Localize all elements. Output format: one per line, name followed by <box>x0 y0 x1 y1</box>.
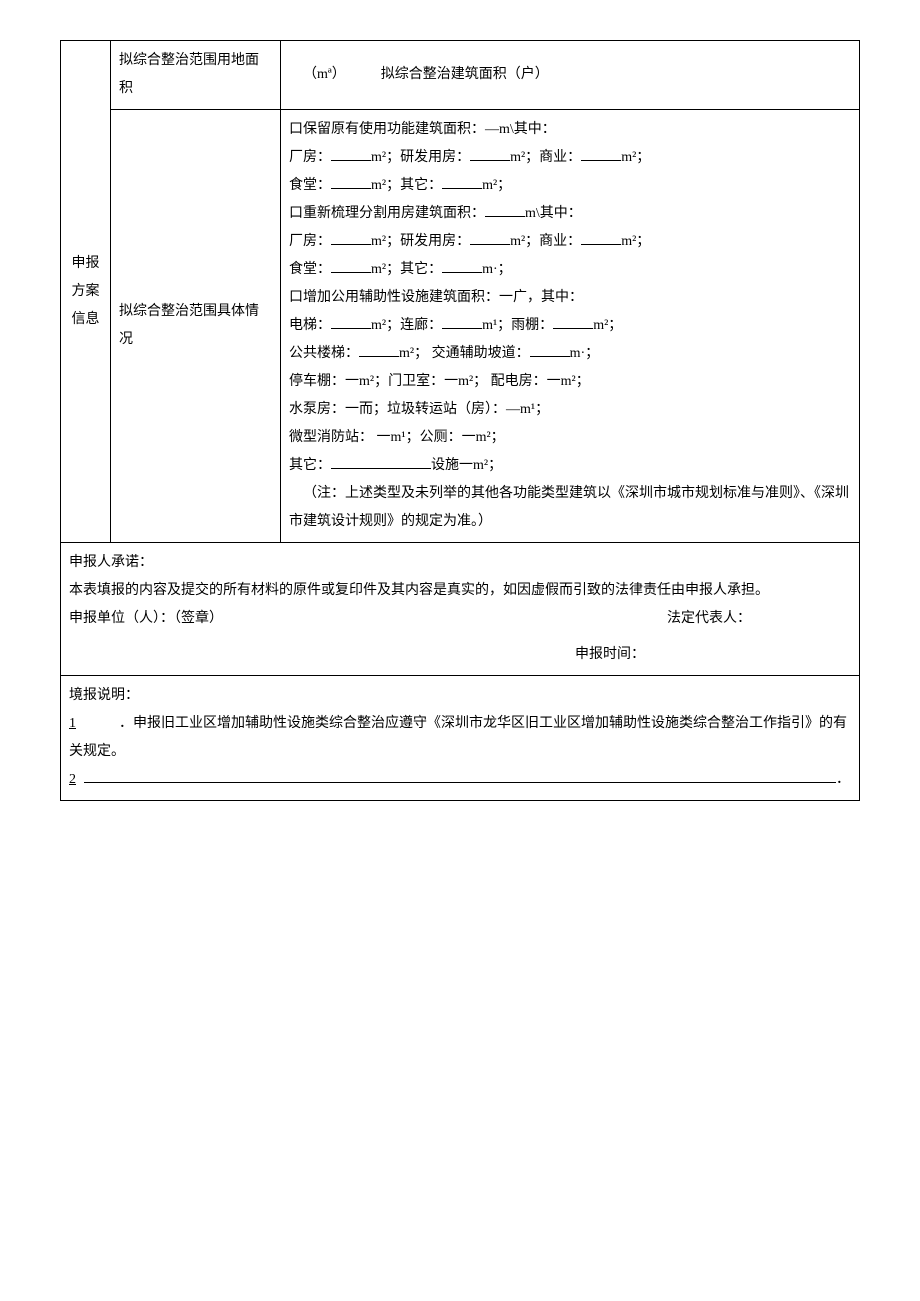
notes-title: 境报说明： <box>69 682 851 710</box>
line5: 厂房： m²；研发用房： m²；商业： m²； <box>289 228 851 256</box>
l2d: m²； <box>621 150 650 165</box>
l13b: 设施一m²； <box>431 458 502 473</box>
line14: （注：上述类型及未列举的其他各功能类型建筑以《深圳市城市规划标准与准则》、《深圳… <box>289 480 851 536</box>
unit-signature: 申报单位（人）：（签章） <box>69 605 223 633</box>
line10: 停车棚：一m²；门卫室：一m²； 配电房：一m²； <box>289 368 851 396</box>
row1-label: 拟综合整治范围用地面积 <box>111 41 281 110</box>
blank <box>331 315 371 329</box>
l2c: m²；商业： <box>510 150 581 165</box>
row2-label: 拟综合整治范围具体情况 <box>111 110 281 543</box>
blank <box>331 259 371 273</box>
l3c: m²； <box>482 178 511 193</box>
row1-unit: （mª） <box>303 67 346 82</box>
l5d: m²； <box>621 234 650 249</box>
notes-cell: 境报说明： 1．申报旧工业区增加辅助性设施类综合整治应遵守《深圳市龙华区旧工业区… <box>61 676 860 801</box>
row1-right: 拟综合整治建筑面积（户） <box>381 67 549 82</box>
line6: 食堂： m²；其它： m·； <box>289 256 851 284</box>
l4b: m\其中： <box>525 206 582 221</box>
l3b: m²；其它： <box>371 178 442 193</box>
row1-content: （mª） 拟综合整治建筑面积（户） <box>281 41 860 110</box>
note2-num: 2 <box>69 766 84 794</box>
line3: 食堂： m²；其它： m²； <box>289 172 851 200</box>
l9c: m·； <box>570 346 600 361</box>
l2b: m²；研发用房： <box>371 150 470 165</box>
line7: 口增加公用辅助性设施建筑面积：一广，其中： <box>289 284 851 312</box>
l8c: m¹；雨棚： <box>482 318 553 333</box>
l6c: m·； <box>482 262 512 277</box>
commitment-title: 申报人承诺： <box>69 549 851 577</box>
line13: 其它： 设施一m²； <box>289 452 851 480</box>
l2a: 厂房： <box>289 150 331 165</box>
blank <box>581 147 621 161</box>
line8: 电梯： m²；连廊： m¹；雨棚： m²； <box>289 312 851 340</box>
l5c: m²；商业： <box>510 234 581 249</box>
line11: 水泵房：一而；垃圾转运站（房）：—m¹； <box>289 396 851 424</box>
blank <box>359 343 399 357</box>
blank <box>470 147 510 161</box>
note1-text: ．申报旧工业区增加辅助性设施类综合整治应遵守《深圳市龙华区旧工业区增加辅助性设施… <box>69 716 847 759</box>
form-table: 申报方案信息 拟综合整治范围用地面积 （mª） 拟综合整治建筑面积（户） 拟综合… <box>60 40 860 801</box>
l6b: m²；其它： <box>371 262 442 277</box>
l5b: m²；研发用房： <box>371 234 470 249</box>
l9a: 公共楼梯： <box>289 346 359 361</box>
l9b: m²； 交通辅助坡道： <box>399 346 530 361</box>
blank <box>331 175 371 189</box>
commitment-cell: 申报人承诺： 本表填报的内容及提交的所有材料的原件或复印件及其内容是真实的，如因… <box>61 543 860 676</box>
l8b: m²；连廊： <box>371 318 442 333</box>
blank <box>485 203 525 217</box>
l3a: 食堂： <box>289 178 331 193</box>
l5a: 厂房： <box>289 234 331 249</box>
line1: 口保留原有使用功能建筑面积：—m\其中： <box>289 116 851 144</box>
blank <box>530 343 570 357</box>
note1-num: 1 <box>69 710 119 738</box>
blank <box>442 259 482 273</box>
blank <box>442 175 482 189</box>
blank <box>331 147 371 161</box>
note-1: 1．申报旧工业区增加辅助性设施类综合整治应遵守《深圳市龙华区旧工业区增加辅助性设… <box>69 710 851 766</box>
blank-long <box>331 455 431 469</box>
line9: 公共楼梯： m²； 交通辅助坡道： m·； <box>289 340 851 368</box>
legal-rep: 法定代表人： <box>667 605 751 633</box>
section-label-cell: 申报方案信息 <box>61 41 111 543</box>
blank <box>331 231 371 245</box>
row2-content: 口保留原有使用功能建筑面积：—m\其中： 厂房： m²；研发用房： m²；商业： m²… <box>281 110 860 543</box>
blank <box>553 315 593 329</box>
commitment-body: 本表填报的内容及提交的所有材料的原件或复印件及其内容是真实的，如因虚假而引致的法… <box>69 577 851 605</box>
blank <box>442 315 482 329</box>
blank <box>581 231 621 245</box>
note2-trail: ． <box>836 772 850 787</box>
signature-row: 申报单位（人）：（签章） 法定代表人： <box>69 605 851 633</box>
line2: 厂房： m²；研发用房： m²；商业： m²； <box>289 144 851 172</box>
signature-time: 申报时间： <box>69 641 851 669</box>
line12: 微型消防站： 一m¹；公厕：一m²； <box>289 424 851 452</box>
note2-line <box>84 769 836 783</box>
l8a: 电梯： <box>289 318 331 333</box>
l4a: 口重新梳理分割用房建筑面积： <box>289 206 485 221</box>
section-label: 申报方案信息 <box>72 256 100 327</box>
l13a: 其它： <box>289 458 331 473</box>
l6a: 食堂： <box>289 262 331 277</box>
l14: （注：上述类型及未列举的其他各功能类型建筑以《深圳市城市规划标准与准则》、《深圳… <box>289 486 849 529</box>
blank <box>470 231 510 245</box>
note-2: 2． <box>69 766 851 794</box>
line4: 口重新梳理分割用房建筑面积： m\其中： <box>289 200 851 228</box>
l8d: m²； <box>593 318 622 333</box>
